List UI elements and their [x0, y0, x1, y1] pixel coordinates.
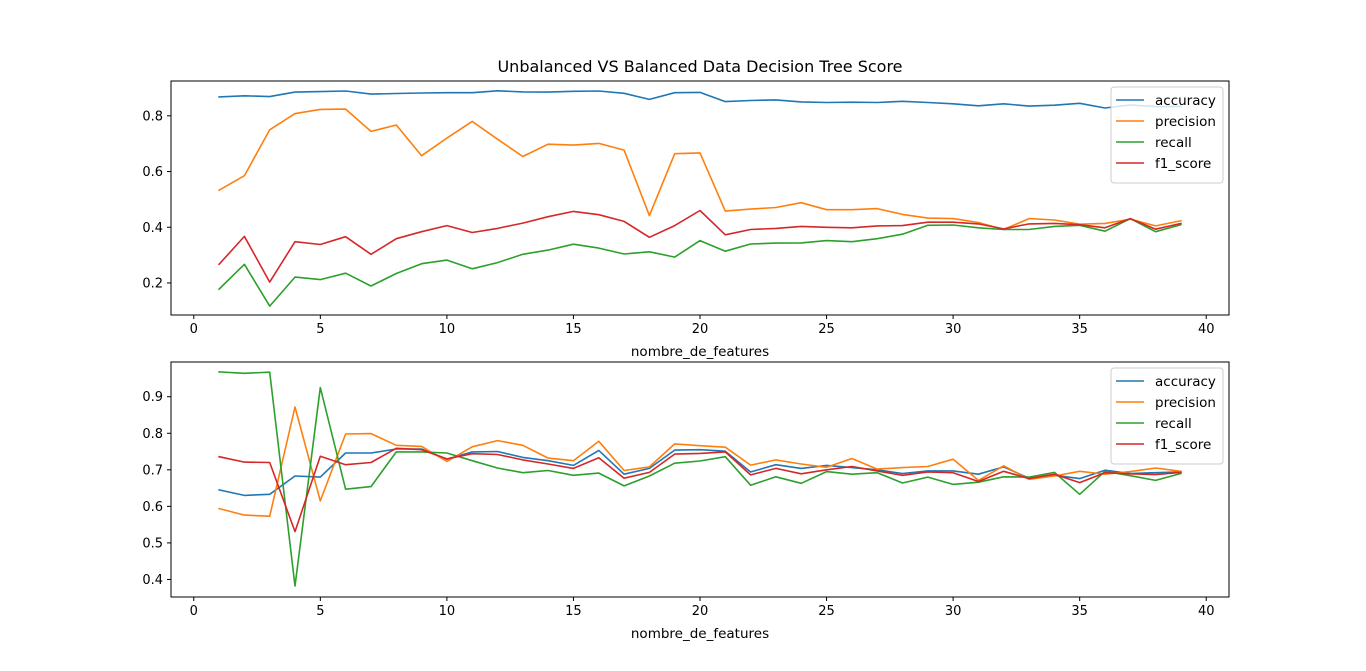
x-tick-label: 15 [565, 604, 582, 619]
legend-box [1110, 367, 1224, 465]
x-axis-label: nombre_de_features [631, 626, 769, 642]
legend-label-f1-score: f1_score [1155, 156, 1211, 172]
x-tick-label: 40 [1198, 322, 1215, 337]
legend-label-precision: precision [1155, 114, 1216, 130]
x-tick-label: 30 [945, 604, 962, 619]
legend-label-precision: precision [1155, 395, 1216, 411]
x-tick-label: 20 [692, 322, 709, 337]
x-tick-label: 25 [818, 322, 835, 337]
series-line-precision [218, 406, 1182, 518]
y-tick-label: 0.2 [142, 276, 163, 291]
series-line-recall [217, 217, 1182, 307]
legend-label-accuracy: accuracy [1155, 374, 1216, 390]
x-tick-label: 35 [1071, 322, 1088, 337]
series-line-recall [218, 371, 1182, 587]
x-tick-label: 25 [818, 604, 835, 619]
x-tick-label: 30 [945, 322, 962, 337]
y-tick-label: 0.4 [142, 221, 163, 236]
x-tick-label: 0 [190, 604, 198, 619]
y-tick-label: 0.9 [142, 390, 163, 405]
y-tick-label: 0.6 [142, 500, 163, 515]
y-tick-label: 0.4 [142, 573, 163, 588]
legend-label-f1-score: f1_score [1155, 437, 1211, 453]
y-tick-label: 0.8 [142, 109, 163, 124]
x-tick-label: 35 [1071, 604, 1088, 619]
x-tick-label: 40 [1198, 604, 1215, 619]
x-tick-label: 15 [565, 322, 582, 337]
legend: accuracy precision recall f1_score [1110, 86, 1224, 184]
series-line-precision [218, 108, 1182, 231]
legend-label-accuracy: accuracy [1155, 93, 1216, 109]
legend-label-recall: recall [1155, 416, 1192, 432]
y-tick-label: 0.8 [142, 427, 163, 442]
x-tick-label: 10 [439, 604, 456, 619]
y-tick-label: 0.7 [142, 463, 163, 478]
x-tick-label: 10 [439, 322, 456, 337]
series-line-f1-score [218, 447, 1182, 533]
x-tick-label: 5 [316, 604, 324, 619]
legend-label-recall: recall [1155, 135, 1192, 151]
x-tick-label: 5 [316, 322, 324, 337]
bottom-subplot: 0 5 10 15 20 25 30 35 40 0.4 0.5 0.6 0.7 0.8 0.9 nombre… [142, 361, 1230, 642]
chart-title: Unbalanced VS Balanced Data Decision Tre… [497, 57, 902, 76]
legend-box [1110, 86, 1224, 184]
legend: accuracy precision recall f1_score [1110, 367, 1224, 465]
x-tick-label: 20 [692, 604, 709, 619]
y-tick-label: 0.5 [142, 536, 163, 551]
y-tick-label: 0.6 [142, 165, 163, 180]
x-axis-label: nombre_de_features [631, 344, 769, 360]
series-line-accuracy [218, 90, 1182, 109]
top-subplot: 0 5 10 15 20 25 30 35 40 0.2 0.4 0.6 0.8 nombre_de_fe… [142, 80, 1230, 360]
x-tick-label: 0 [190, 322, 198, 337]
series-line-f1-score [217, 209, 1182, 283]
